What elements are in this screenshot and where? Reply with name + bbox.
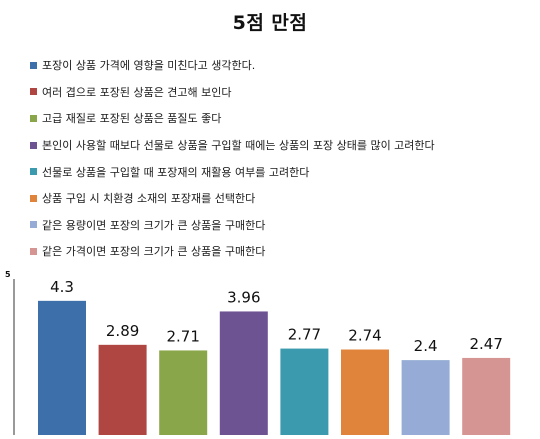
legend-item: 포장이 상품 가격에 영향을 미친다고 생각한다. [30,52,535,79]
legend-swatch [30,61,37,69]
bar [38,300,86,435]
bar-value-label: 2.74 [348,327,381,345]
legend-swatch [30,88,37,96]
legend-label: 여러 겹으로 포장된 상품은 견고해 보인다 [42,85,232,99]
bar [159,350,208,435]
legend-label: 포장이 상품 가격에 영향을 미친다고 생각한다. [42,59,256,73]
legend-item: 선물로 상품을 구입할 때 포장재의 재활용 여부를 고려한다 [30,158,535,185]
legend-label: 상품 구입 시 치환경 소재의 포장재를 선택한다 [42,192,256,206]
legend-item: 여러 겹으로 포장된 상품은 견고해 보인다 [30,79,535,106]
legend-swatch [30,221,37,229]
bar [341,349,389,435]
y-tick-label: 5 [5,270,11,279]
bar-value-label: 2.47 [469,335,502,353]
legend-swatch [30,247,37,255]
bar-value-label: 2.4 [414,337,438,355]
bar [462,357,511,435]
bar-value-label: 2.71 [166,327,199,345]
bar [98,344,147,435]
bar-plot: 5 4.3 2.89 2.71 3.96 2.77 2.74 2.4 2.47 [5,270,511,435]
legend-swatch [30,194,37,202]
bar-value-label: 2.89 [106,322,139,340]
bar-value-label: 3.96 [227,288,260,306]
chart-legend: 포장이 상품 가격에 영향을 미친다고 생각한다. 여러 겹으로 포장된 상품은… [30,52,535,265]
legend-item: 고급 재질로 포장된 상품은 품질도 좋다 [30,105,535,132]
legend-swatch [30,141,37,149]
bar [401,360,450,435]
legend-label: 선물로 상품을 구입할 때 포장재의 재활용 여부를 고려한다 [42,165,310,179]
legend-swatch [30,114,37,122]
legend-item: 본인이 사용할 때보다 선물로 상품을 구입할 때에는 상품의 포장 상태를 많… [30,132,535,159]
bar-value-label: 4.3 [50,278,74,296]
legend-label: 같은 가격이면 포장의 크기가 큰 상품을 구매한다 [42,245,266,259]
legend-label: 본인이 사용할 때보다 선물로 상품을 구입할 때에는 상품의 포장 상태를 많… [42,139,435,153]
legend-item: 같은 용량이면 포장의 크기가 큰 상품을 구매한다 [30,212,535,239]
bar [219,311,268,435]
chart-title: 5점 만점 [232,12,308,34]
legend-label: 같은 용량이면 포장의 크기가 큰 상품을 구매한다 [42,218,266,232]
bar-value-label: 2.77 [288,326,321,344]
legend-label: 고급 재질로 포장된 상품은 품질도 좋다 [42,112,222,126]
legend-swatch [30,168,37,176]
legend-item: 상품 구입 시 치환경 소재의 포장재를 선택한다 [30,185,535,212]
legend-item: 같은 가격이면 포장의 크기가 큰 상품을 구매한다 [30,238,535,265]
bar [280,348,329,435]
